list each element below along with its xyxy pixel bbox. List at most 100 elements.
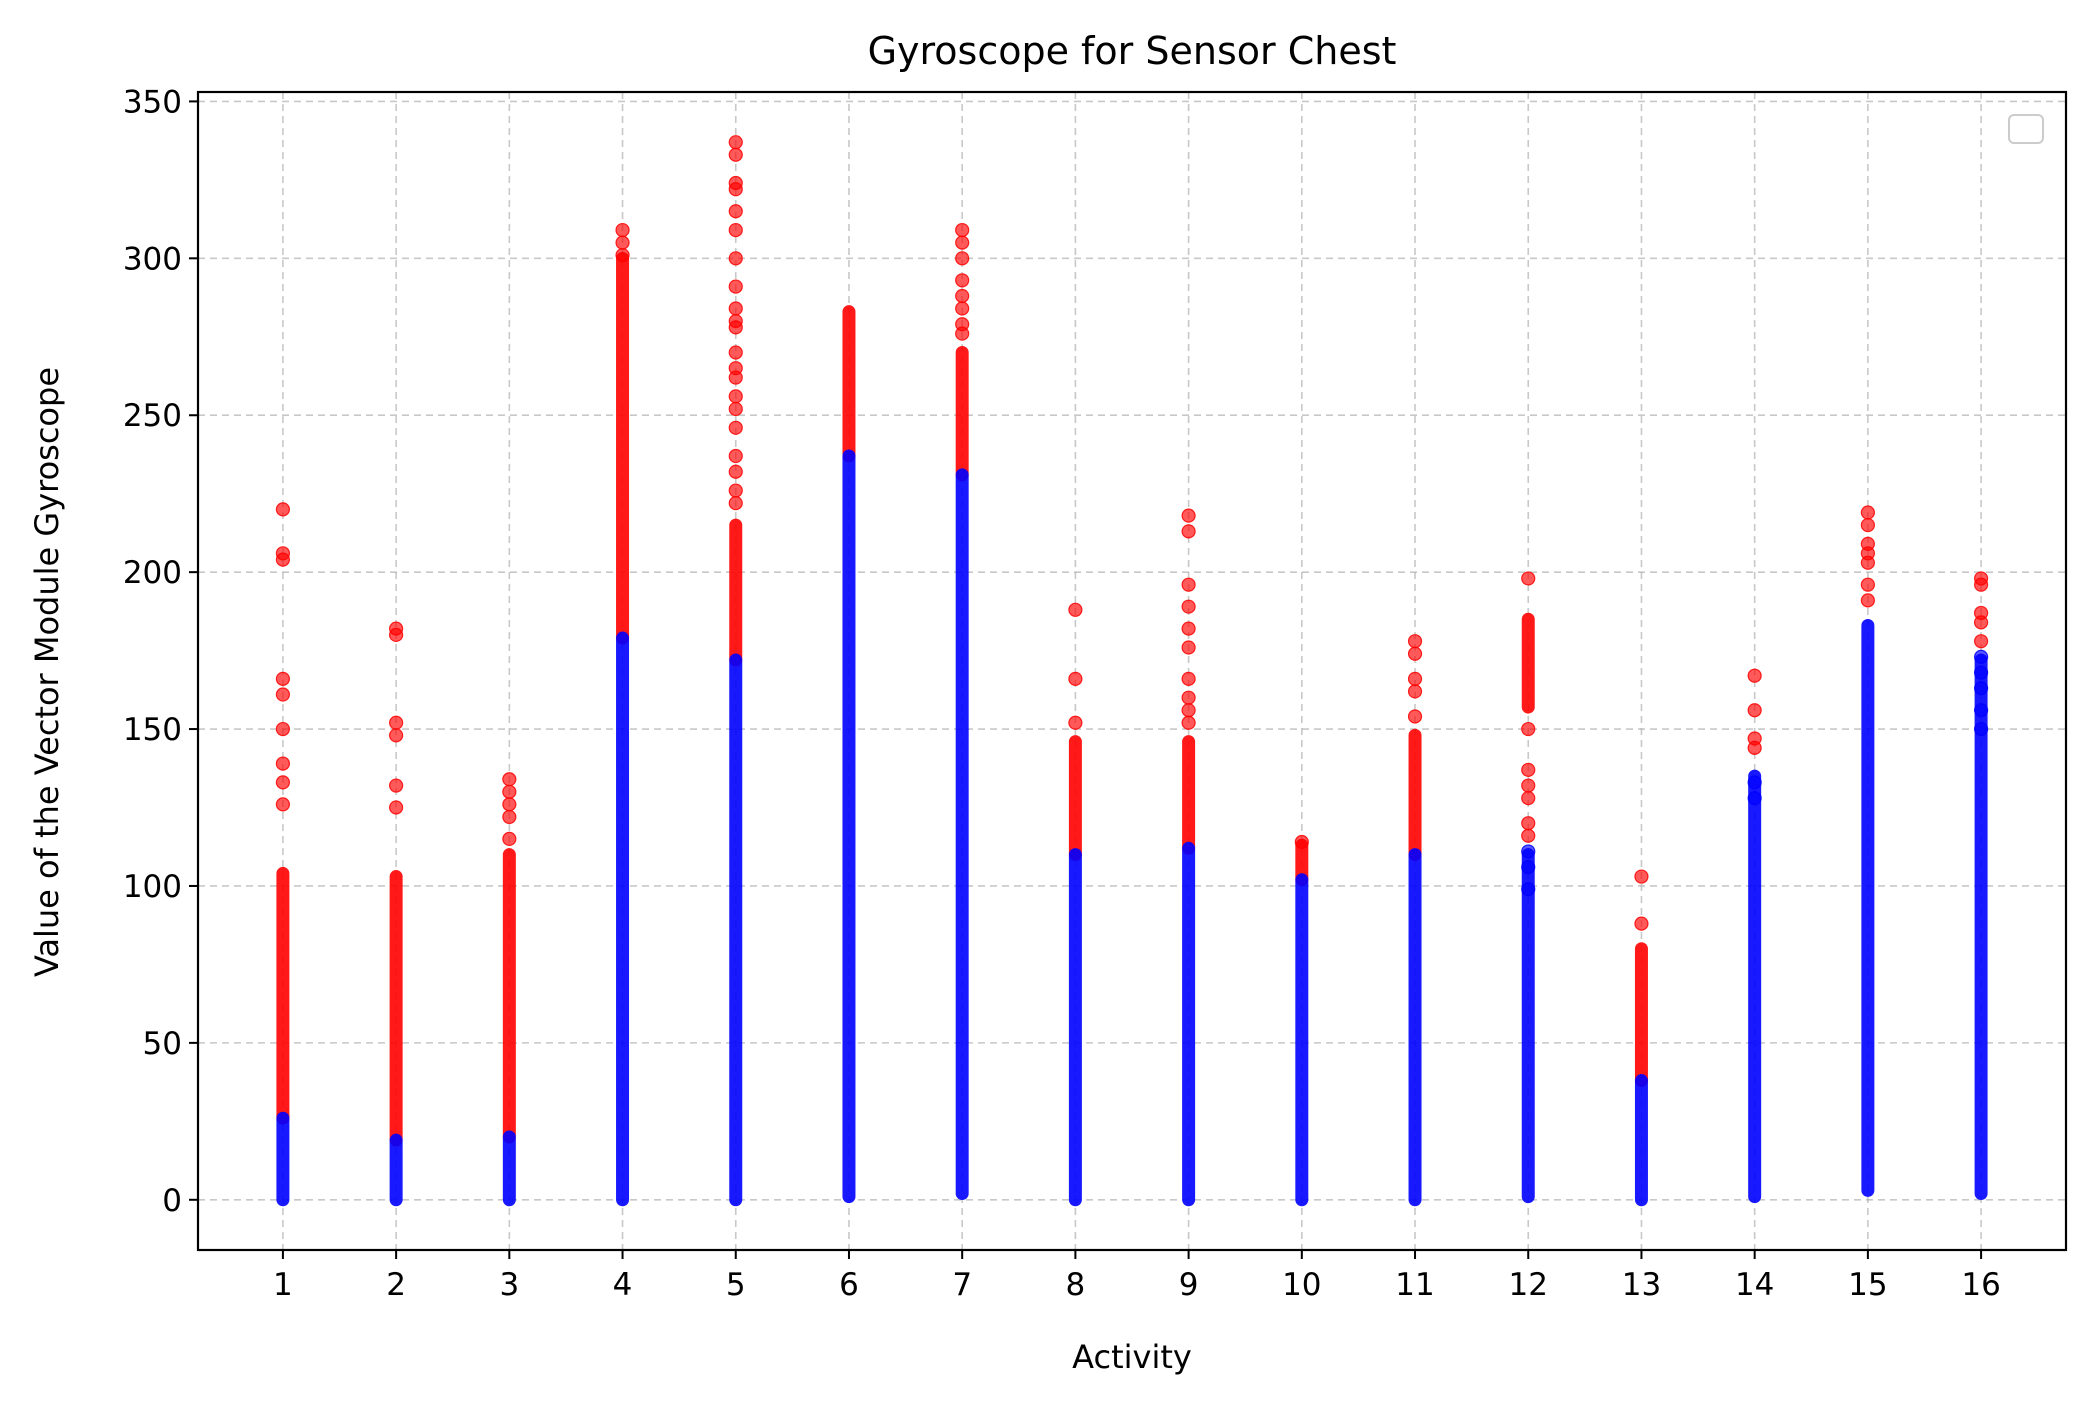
outlier-point [502, 797, 517, 812]
x-tick-label: 12 [1509, 1267, 1548, 1303]
outlier-point [389, 728, 404, 743]
outlier-point [275, 552, 291, 567]
x-tick-label: 9 [1179, 1267, 1199, 1303]
normal-range [1182, 841, 1196, 1207]
y-tick-label: 150 [123, 712, 182, 748]
outlier-point [955, 326, 970, 341]
outlier-point [955, 222, 970, 238]
y-tick-label: 350 [123, 84, 182, 120]
y-axis-label: Value of the Vector Module Gyroscope [28, 367, 66, 977]
outlier-point [955, 235, 970, 250]
outlier-point [1973, 634, 1989, 649]
outlier-point [389, 715, 404, 730]
normal-point [1973, 681, 1989, 696]
y-tick-label: 50 [143, 1026, 182, 1062]
outlier-point [1407, 684, 1423, 699]
x-tick-label: 16 [1961, 1267, 2000, 1303]
outlier-point [1407, 671, 1423, 686]
outlier-point [275, 775, 291, 790]
x-tick-label: 3 [499, 1267, 519, 1303]
outlier-point [728, 401, 743, 417]
normal-point [1973, 721, 1989, 737]
normal-range [616, 631, 630, 1207]
outlier-point [728, 389, 743, 404]
outlier-range [955, 345, 969, 482]
outlier-point [1181, 715, 1196, 730]
x-tick-label: 14 [1735, 1267, 1774, 1303]
outlier-point [728, 448, 743, 464]
legend-box [2008, 114, 2044, 144]
normal-point [1973, 665, 1989, 680]
x-tick-label: 10 [1282, 1267, 1321, 1303]
outlier-point [955, 301, 970, 316]
outlier-range [729, 518, 743, 667]
outlier-point [728, 301, 743, 316]
y-tick-label: 100 [123, 869, 182, 905]
y-tick-label: 200 [123, 555, 182, 591]
x-tick-label: 6 [839, 1267, 859, 1303]
outlier-point [1181, 703, 1196, 718]
outlier-point [615, 235, 630, 250]
plot-frame [196, 90, 2068, 1252]
normal-range [1748, 769, 1762, 1204]
outlier-point [955, 288, 970, 304]
x-tick-label: 2 [386, 1267, 406, 1303]
normal-point [1521, 844, 1536, 859]
normal-range [502, 1130, 516, 1207]
x-axis-label: Activity [1072, 1338, 1192, 1376]
normal-range [1634, 1074, 1648, 1207]
outlier-point [1294, 834, 1309, 850]
outlier-point [728, 420, 743, 435]
normal-point [1973, 703, 1989, 718]
normal-range [842, 449, 856, 1204]
y-tick-label: 250 [123, 398, 182, 434]
outlier-point [275, 756, 291, 771]
x-tick-label: 7 [952, 1267, 972, 1303]
normal-range [1521, 848, 1535, 1204]
x-tick-label: 4 [613, 1267, 633, 1303]
outlier-point [389, 627, 404, 643]
outlier-point [1521, 816, 1536, 831]
x-tick-label: 5 [726, 1267, 746, 1303]
normal-range [729, 653, 743, 1207]
outlier-point [275, 797, 291, 812]
outlier-point [1747, 703, 1762, 718]
data-ranges [276, 251, 1988, 1207]
outlier-point [1860, 577, 1875, 592]
outlier-point [728, 135, 743, 150]
normal-point [1747, 775, 1762, 790]
x-tick-label: 15 [1848, 1267, 1887, 1303]
outlier-range [276, 866, 290, 1125]
outlier-point [1181, 690, 1196, 705]
chart-title: Gyroscope for Sensor Chest [868, 29, 1397, 73]
outlier-point [728, 251, 743, 266]
normal-range [1861, 618, 1875, 1197]
outlier-point [1521, 828, 1536, 843]
outlier-range [502, 848, 516, 1144]
outlier-point [1407, 634, 1423, 649]
outlier-point [1181, 524, 1196, 539]
outlier-point [1181, 621, 1196, 636]
outlier-point [1181, 577, 1196, 592]
outlier-point [389, 778, 404, 793]
outlier-point [728, 496, 743, 511]
outlier-point [1521, 790, 1536, 806]
outlier-point [1634, 916, 1649, 931]
x-tick-label: 1 [273, 1267, 293, 1303]
outlier-point [1181, 640, 1196, 655]
outlier-point [1634, 869, 1649, 884]
outlier-point [615, 248, 630, 263]
normal-point [1973, 649, 1989, 664]
normal-range [955, 468, 969, 1201]
normal-point [1521, 860, 1536, 875]
axis-ticks: 1 2 3 4 5 6 7 8 9 10 11 12 13 14 15 1605010015020025030… [123, 84, 2001, 1303]
normal-range [276, 1111, 290, 1207]
outlier-point [1068, 715, 1083, 730]
outlier-point [728, 464, 743, 479]
outlier-point [955, 251, 970, 266]
outlier-point [1747, 740, 1762, 755]
outlier-point [728, 345, 743, 360]
outlier-point [1521, 778, 1536, 793]
outlier-point [1407, 646, 1423, 661]
